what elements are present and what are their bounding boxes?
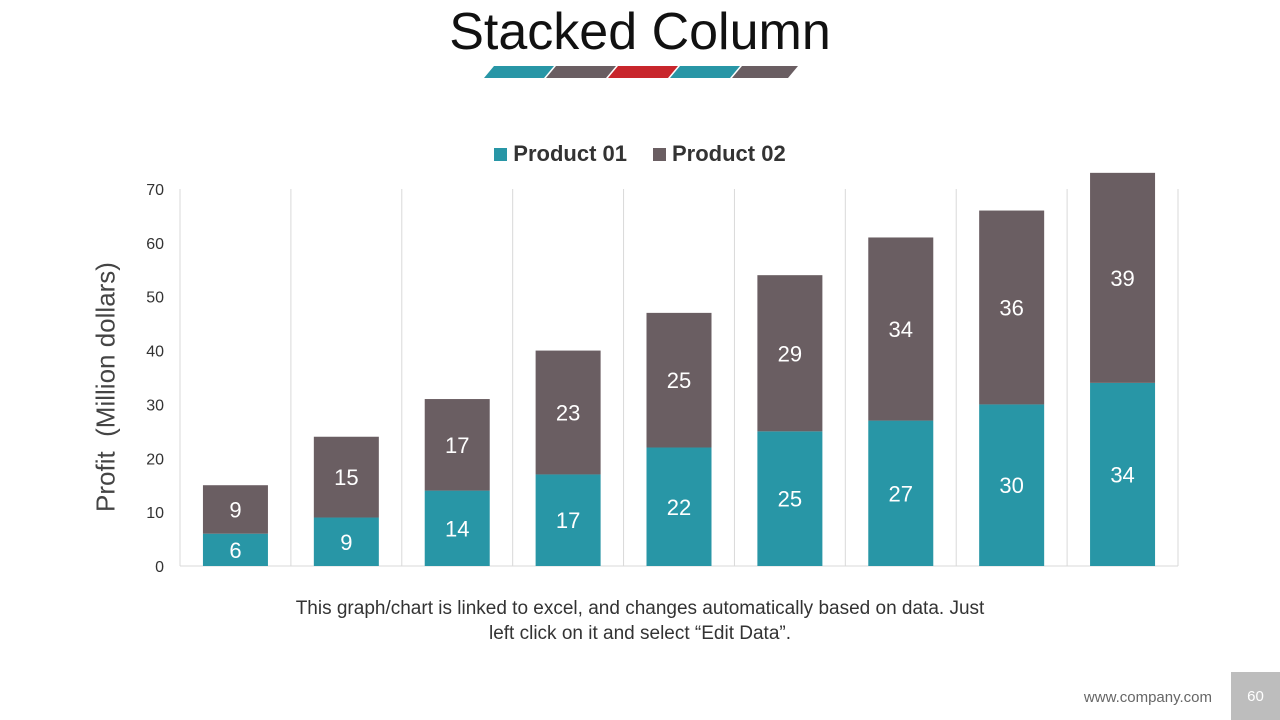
bar-product-02 [868, 237, 934, 421]
data-label: 14 [445, 516, 469, 541]
deco-segment-5 [732, 66, 798, 78]
data-label: 34 [1110, 462, 1134, 487]
data-label: 27 [889, 481, 913, 506]
legend-label-product-01: Product 01 [513, 141, 627, 166]
data-label: 15 [334, 465, 358, 490]
bar-product-01 [979, 404, 1045, 566]
chart-legend: Product 01 Product 02 [0, 141, 1280, 167]
data-label: 17 [556, 508, 580, 533]
data-label: 9 [229, 497, 241, 522]
y-tick-label: 20 [146, 451, 164, 468]
data-label: 39 [1110, 266, 1134, 291]
bar-product-01 [646, 447, 712, 566]
legend-label-product-02: Product 02 [672, 141, 786, 166]
y-tick-label: 10 [146, 505, 164, 522]
footer-url: www.company.com [1083, 689, 1212, 706]
legend-item-product-02: Product 02 [653, 141, 786, 167]
y-tick-label: 0 [155, 559, 164, 576]
data-label: 25 [667, 368, 691, 393]
y-tick-label: 50 [146, 290, 164, 307]
chart-caption: This graph/chart is linked to excel, and… [295, 598, 985, 644]
deco-segment-1 [484, 66, 554, 78]
data-label: 29 [778, 341, 802, 366]
y-tick-label: 30 [146, 397, 164, 414]
data-label: 9 [340, 530, 352, 555]
bar-product-02 [313, 436, 379, 518]
bar-product-02 [646, 312, 712, 448]
bar-product-02 [424, 399, 490, 491]
bar-product-02 [979, 210, 1045, 405]
data-label: 22 [667, 495, 691, 520]
data-label: 23 [556, 401, 580, 426]
bar-product-02 [202, 485, 268, 534]
title-underline-decoration [484, 66, 798, 78]
slide-title: Stacked Column [449, 3, 831, 61]
bar-product-02 [757, 275, 823, 432]
data-label: 25 [778, 487, 802, 512]
bar-product-01 [1090, 382, 1156, 566]
legend-swatch-product-01 [494, 147, 508, 161]
deco-segment-3 [608, 66, 678, 78]
y-tick-label: 60 [146, 236, 164, 253]
deco-segment-4 [670, 66, 740, 78]
bar-product-01 [202, 533, 268, 566]
bar-product-02 [535, 350, 601, 475]
bar-product-01 [535, 474, 601, 566]
data-label: 34 [889, 317, 913, 342]
y-tick-label: 70 [146, 182, 164, 199]
bar-product-01 [868, 420, 934, 566]
data-label: 6 [229, 538, 241, 563]
bar-product-01 [757, 431, 823, 566]
page-number: 60 [1231, 672, 1280, 720]
deco-segment-2 [546, 66, 616, 78]
data-label: 36 [999, 295, 1023, 320]
y-tick-label: 40 [146, 344, 164, 361]
bar-product-01 [313, 517, 379, 566]
data-label: 30 [999, 473, 1023, 498]
legend-item-product-01: Product 01 [494, 141, 627, 167]
bar-product-01 [424, 490, 490, 566]
data-label: 17 [445, 433, 469, 458]
bar-product-02 [1090, 172, 1156, 383]
legend-swatch-product-02 [653, 147, 666, 161]
